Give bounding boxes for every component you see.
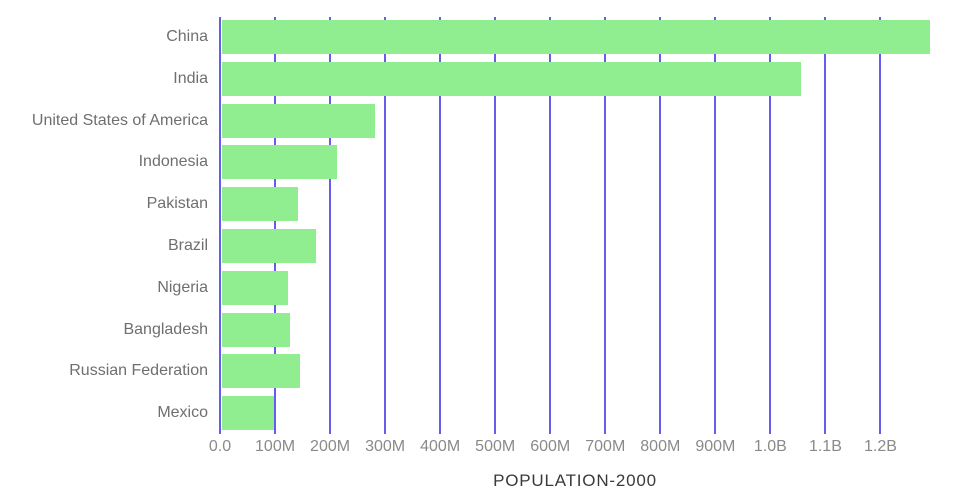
category-label-indonesia: Indonesia: [138, 153, 208, 171]
grid-layer: [219, 16, 930, 434]
gridline-200m: [329, 17, 332, 434]
bar-china[interactable]: [222, 19, 930, 54]
category-label-bangladesh: Bangladesh: [123, 320, 208, 338]
gridline-1.2b: [879, 17, 882, 434]
x-tick-label-500m: 500M: [475, 438, 516, 455]
x-tick-label-1.1b: 1.1B: [808, 438, 842, 455]
bar-united-states-of-america[interactable]: [222, 103, 376, 138]
bar-russian-federation[interactable]: [222, 354, 301, 389]
category-label-brazil: Brazil: [167, 237, 208, 254]
x-tick-label-1.0b: 1.0B: [753, 438, 787, 455]
category-label-mexico: Mexico: [157, 404, 208, 422]
category-label-pakistan: Pakistan: [146, 195, 208, 213]
x-tick-label-900m: 900M: [695, 438, 736, 455]
gridline-1.0b: [769, 17, 772, 434]
bar-nigeria[interactable]: [222, 270, 288, 305]
gridline-700m: [604, 17, 607, 434]
x-axis-title: POPULATION-2000: [493, 471, 657, 490]
bar-brazil[interactable]: [222, 228, 317, 263]
x-tick-label-1.2b: 1.2B: [863, 438, 897, 455]
gridline-0.0: [219, 17, 221, 434]
gridline-800m: [659, 17, 662, 434]
category-label-russian-federation: Russian Federation: [69, 362, 208, 380]
category-label-united-states-of-america: United States of America: [31, 111, 208, 129]
y-axis-labels: China India United States of America Indone…: [0, 16, 214, 434]
x-tick-label-0.0: 0.0: [208, 438, 232, 455]
x-axis-tick-labels: 0.0 100M 200M 300M 400M 500M 600M 700M 800M 900M 1…: [0, 438, 960, 458]
x-tick-label-100m: 100M: [255, 438, 296, 455]
bar-mexico[interactable]: [222, 396, 275, 431]
gridline-500m: [494, 17, 497, 434]
x-tick-label-800m: 800M: [640, 438, 681, 455]
bar-indonesia[interactable]: [222, 145, 337, 180]
gridline-1.1b: [824, 17, 827, 434]
bars-layer: [220, 16, 930, 434]
category-label-nigeria: Nigeria: [157, 278, 208, 296]
x-tick-label-600m: 600M: [530, 438, 571, 455]
x-tick-label-400m: 400M: [420, 438, 461, 455]
gridline-900m: [714, 17, 717, 434]
bar-pakistan[interactable]: [222, 187, 299, 222]
x-tick-label-700m: 700M: [585, 438, 626, 455]
gridline-100m: [274, 17, 277, 434]
category-label-china: China: [166, 28, 208, 45]
category-label-india: India: [173, 69, 208, 87]
x-tick-label-200m: 200M: [310, 438, 351, 455]
bar-bangladesh[interactable]: [222, 312, 291, 347]
gridline-300m: [384, 17, 387, 434]
bar-india[interactable]: [222, 61, 802, 96]
gridline-400m: [439, 17, 442, 434]
x-tick-label-300m: 300M: [365, 438, 406, 455]
gridline-600m: [549, 17, 552, 434]
plot-area: [219, 16, 930, 434]
